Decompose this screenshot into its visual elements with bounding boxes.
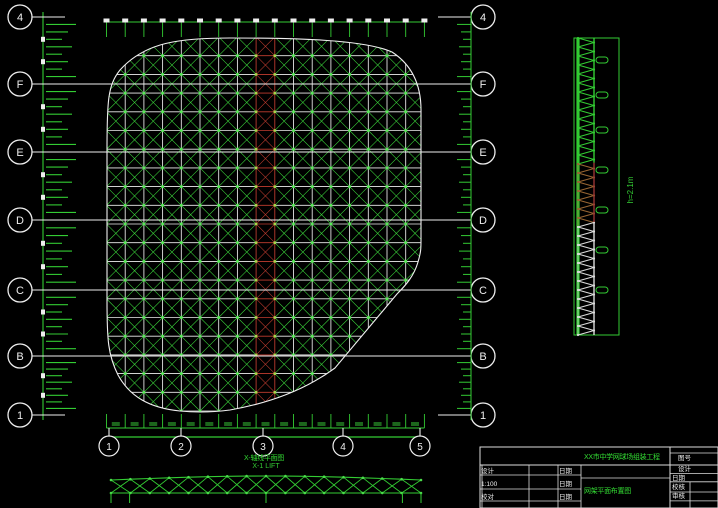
svg-text:5: 5 <box>417 442 423 453</box>
svg-text:4: 4 <box>17 12 23 24</box>
svg-text:图号: 图号 <box>678 454 692 462</box>
svg-text:3: 3 <box>260 442 266 453</box>
svg-text:网架平面布置图: 网架平面布置图 <box>584 486 631 495</box>
svg-text:D: D <box>479 215 487 227</box>
svg-text:校对: 校对 <box>481 492 495 501</box>
svg-text:设计: 设计 <box>678 464 692 473</box>
svg-text:XX市中学网球场组装工程: XX市中学网球场组装工程 <box>584 452 660 461</box>
svg-text:E: E <box>16 147 23 159</box>
svg-text:D: D <box>16 215 24 227</box>
svg-text:E: E <box>479 147 486 159</box>
svg-text:B: B <box>479 351 486 363</box>
svg-text:日期: 日期 <box>559 480 573 488</box>
svg-text:4: 4 <box>480 12 486 24</box>
svg-text:设计: 设计 <box>481 466 495 475</box>
svg-text:F: F <box>480 79 487 91</box>
svg-text:日期: 日期 <box>672 474 686 482</box>
svg-text:1: 1 <box>17 410 23 422</box>
svg-text:X-轴线平面图: X-轴线平面图 <box>244 453 284 462</box>
svg-text:B: B <box>16 351 23 363</box>
svg-text:日期: 日期 <box>559 493 573 501</box>
svg-text:1: 1 <box>106 442 112 453</box>
svg-text:C: C <box>16 285 24 297</box>
svg-text:1:100: 1:100 <box>481 481 498 488</box>
svg-text:审核: 审核 <box>672 491 686 500</box>
svg-text:F: F <box>17 79 24 91</box>
svg-text:C: C <box>479 285 487 297</box>
svg-text:校核: 校核 <box>672 482 686 491</box>
svg-text:4: 4 <box>340 442 346 453</box>
svg-text:1: 1 <box>480 410 486 422</box>
svg-text:X-1 LIFT: X-1 LIFT <box>252 463 280 470</box>
svg-text:日期: 日期 <box>559 467 573 475</box>
svg-text:h=2.1m: h=2.1m <box>626 176 635 203</box>
svg-text:2: 2 <box>178 442 184 453</box>
